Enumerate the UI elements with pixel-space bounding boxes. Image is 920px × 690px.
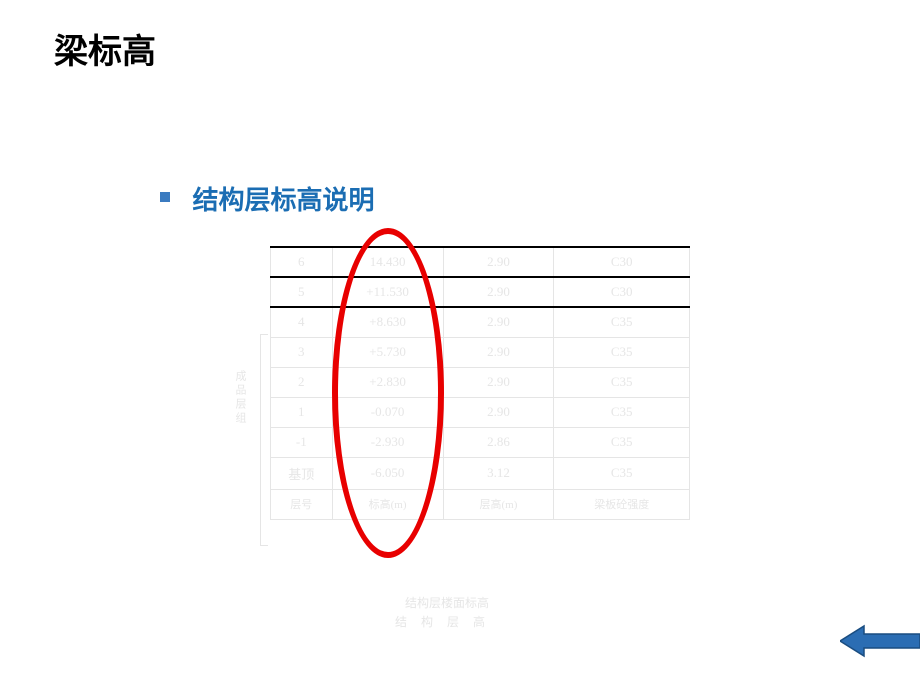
table-row: 2 +2.830 2.90 C35: [271, 367, 690, 397]
col-header-height: 层高(m): [443, 489, 554, 519]
section-title-text: 结构层标高说明: [192, 180, 374, 217]
cell-elev: +11.530: [332, 277, 443, 307]
cell-elev: -2.930: [332, 427, 443, 457]
section-heading: 结构层标高说明: [160, 180, 374, 217]
cell-height: 2.90: [443, 397, 554, 427]
bullet-icon: [160, 192, 170, 202]
cell-floor: 基顶: [271, 457, 333, 489]
cell-grade: C35: [554, 337, 690, 367]
col-header-floor: 层号: [271, 489, 333, 519]
col-header-grade: 梁板砼强度: [554, 489, 690, 519]
slide-title: 梁标高: [54, 24, 156, 73]
cell-height: 2.90: [443, 277, 554, 307]
cell-height: 2.86: [443, 427, 554, 457]
cell-elev: +5.730: [332, 337, 443, 367]
side-bracket: [260, 334, 268, 546]
cell-floor: 3: [271, 337, 333, 367]
arrow-left-icon: [840, 624, 920, 658]
table-row: 3 +5.730 2.90 C35: [271, 337, 690, 367]
table-header-row: 层号 标高(m) 层高(m) 梁板砼强度: [271, 489, 690, 519]
table-row: 6 14.430 2.90 C30: [271, 247, 690, 277]
cell-floor: 5: [271, 277, 333, 307]
table-row: 基顶 -6.050 3.12 C35: [271, 457, 690, 489]
cell-floor: -1: [271, 427, 333, 457]
cell-floor: 2: [271, 367, 333, 397]
cell-elev: +8.630: [332, 307, 443, 337]
footer-caption: 结构层楼面标高 结构层高: [395, 594, 499, 632]
cell-grade: C35: [554, 397, 690, 427]
cell-elev: -6.050: [332, 457, 443, 489]
footer-line2: 结构层高: [395, 613, 499, 632]
cell-height: 2.90: [443, 337, 554, 367]
cell-grade: C30: [554, 277, 690, 307]
cell-height: 2.90: [443, 367, 554, 397]
cell-grade: C35: [554, 427, 690, 457]
cell-grade: C30: [554, 247, 690, 277]
col-header-elev: 标高(m): [332, 489, 443, 519]
table-row: 4 +8.630 2.90 C35: [271, 307, 690, 337]
table-row: 1 -0.070 2.90 C35: [271, 397, 690, 427]
cell-elev: +2.830: [332, 367, 443, 397]
cell-floor: 1: [271, 397, 333, 427]
cell-elev: -0.070: [332, 397, 443, 427]
table-row: 5 +11.530 2.90 C30: [271, 277, 690, 307]
side-label: 成品层组: [232, 370, 248, 426]
cell-floor: 6: [271, 247, 333, 277]
elevation-table: 6 14.430 2.90 C30 5 +11.530 2.90 C30 4 +…: [270, 246, 690, 520]
cell-floor: 4: [271, 307, 333, 337]
cell-height: 2.90: [443, 247, 554, 277]
cell-grade: C35: [554, 457, 690, 489]
cell-height: 3.12: [443, 457, 554, 489]
footer-line1: 结构层楼面标高: [395, 594, 499, 613]
cell-grade: C35: [554, 367, 690, 397]
cell-elev: 14.430: [332, 247, 443, 277]
cell-grade: C35: [554, 307, 690, 337]
cell-height: 2.90: [443, 307, 554, 337]
table-row: -1 -2.930 2.86 C35: [271, 427, 690, 457]
